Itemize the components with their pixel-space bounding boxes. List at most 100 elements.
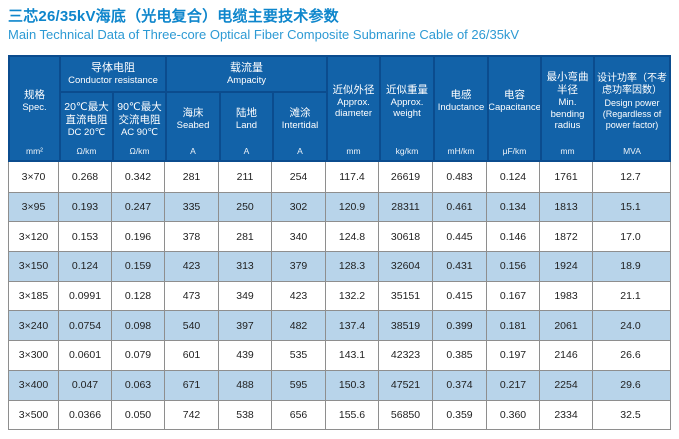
table-cell: 3×150 xyxy=(18,260,49,273)
page-title-en: Main Technical Data of Three-core Optica… xyxy=(8,27,520,42)
table-cell: 0.079 xyxy=(111,341,164,370)
design-power-label-en: Design power (Regardless of power factor… xyxy=(602,97,662,130)
inductance-label: 电感 Inductance xyxy=(437,57,485,146)
col-header-capacitance: 电容 Capacitance μF/km xyxy=(487,57,540,160)
table-cell: 38519 xyxy=(378,311,432,341)
table-cell: 0.385 xyxy=(432,341,486,370)
table-row: 3×300 0.0601 0.079 601 439 535 143.1 42323 0.385… xyxy=(9,340,670,370)
col-header-inductance: 电感 Inductance mH/km xyxy=(433,57,487,160)
dc-resistance-unit: Ω/km xyxy=(76,146,97,156)
table-cell: 1761 xyxy=(539,162,592,192)
table-cell: 281 xyxy=(218,222,271,252)
inductance-label-zh: 电感 xyxy=(450,89,472,102)
table-row: 3×185 0.0991 0.128 473 349 423 132.2 35151 0.415… xyxy=(9,280,670,311)
table-cell: 32604 xyxy=(378,252,432,281)
table-cell: 0.063 xyxy=(111,370,164,400)
seabed-unit: A xyxy=(190,146,196,156)
approx-weight-label-zh: 近似重量 xyxy=(386,83,428,96)
land-unit: A xyxy=(243,146,250,156)
ampacity-label-zh: 载流量 xyxy=(230,61,263,74)
table-cell: 378 xyxy=(164,222,218,252)
table-cell: 0.359 xyxy=(432,400,486,430)
table-cell: 439 xyxy=(218,341,271,370)
table-row: 3×120 0.153 0.196 378 281 340 124.8 30618 0.445 0… xyxy=(9,221,670,252)
table-cell: 3×185 xyxy=(18,290,49,303)
table-row: 3×400 0.047 0.063 671 488 595 150.3 47521 0.374 0… xyxy=(9,369,670,400)
table-cell: 0.247 xyxy=(111,192,164,222)
approx-weight-unit: kg/km xyxy=(395,146,419,156)
min-bending-radius-label-en: Min. bending radius xyxy=(550,97,585,132)
table-row: 3×500 0.0366 0.050 742 538 656 155.6 56850 0.359… xyxy=(9,399,670,430)
table-cell: 254 xyxy=(271,162,325,192)
table-row: 3×150 0.124 0.159 423 313 379 128.3 32604 0.431 0… xyxy=(9,251,670,281)
table-cell: 211 xyxy=(218,162,271,192)
col-header-spec-label: 规格 Spec. xyxy=(21,57,47,146)
table-cell: 0.217 xyxy=(486,370,539,400)
table-cell: 340 xyxy=(271,222,325,252)
col-header-spec: 规格 Spec. mm² xyxy=(10,57,59,160)
table-cell: 56850 xyxy=(378,400,432,430)
table-cell: 0.156 xyxy=(486,252,539,281)
col-header-min-bending-radius: 最小弯曲半径 Min. bending radius mm xyxy=(540,57,593,160)
capacitance-label-zh: 电容 xyxy=(504,89,525,102)
seabed-label-en: Seabed xyxy=(176,120,210,132)
table-cell: 313 xyxy=(218,252,271,281)
table-cell: 601 xyxy=(164,341,218,370)
table-cell: 26.6 xyxy=(592,341,668,370)
table-cell: 3×240 xyxy=(18,319,49,332)
table-cell: 128.3 xyxy=(325,252,378,281)
table-cell: 595 xyxy=(271,370,325,400)
table-cell: 3×120 xyxy=(18,230,49,243)
min-bending-radius-unit: mm xyxy=(560,146,575,156)
table-cell: 0.098 xyxy=(111,311,164,341)
table-cell: 0.360 xyxy=(486,400,539,430)
table-cell: 0.128 xyxy=(111,281,164,311)
table-cell: 47521 xyxy=(378,370,432,400)
table-cell: 0.0991 xyxy=(58,281,111,311)
table-cell: 0.374 xyxy=(432,370,486,400)
table-cell: 379 xyxy=(271,252,325,281)
col-header-approx-weight: 近似重量 Approx. weight kg/km xyxy=(379,57,433,160)
table-cell: 0.268 xyxy=(58,162,111,192)
ac-resistance-label: 90℃最大交流电阻 AC 90℃ xyxy=(114,93,165,146)
table-cell: 742 xyxy=(164,400,218,430)
table-cell: 1872 xyxy=(539,222,592,252)
table-cell: 15.1 xyxy=(592,192,668,222)
table-row: 3×95 0.193 0.247 335 250 302 120.9 28311 0.461 0.… xyxy=(9,191,670,222)
table-cell: 21.1 xyxy=(592,281,668,311)
approx-weight-label-en: Approx. weight xyxy=(390,96,424,120)
intertidal-label: 滩涂 Intertidal xyxy=(281,93,319,146)
table-cell: 1813 xyxy=(539,192,592,222)
ac-resistance-label-zh: 90℃最大交流电阻 xyxy=(117,100,162,126)
table-cell: 155.6 xyxy=(325,400,378,430)
table-cell: 0.050 xyxy=(111,400,164,430)
table-cell: 0.415 xyxy=(432,281,486,311)
table-cell: 0.0366 xyxy=(58,400,111,430)
table-cell: 12.7 xyxy=(592,162,668,192)
design-power-unit: MVA xyxy=(623,146,641,156)
table-cell: 143.1 xyxy=(325,341,378,370)
table-cell: 423 xyxy=(164,252,218,281)
table-cell: 0.0754 xyxy=(58,311,111,341)
table-cell: 0.483 xyxy=(432,162,486,192)
table-cell: 0.134 xyxy=(486,192,539,222)
table-cell: 482 xyxy=(271,311,325,341)
table-cell: 117.4 xyxy=(325,162,378,192)
table-cell: 2061 xyxy=(539,311,592,341)
table-cell: 28311 xyxy=(378,192,432,222)
capacitance-label-en: Capacitance xyxy=(488,102,540,114)
seabed-label-zh: 海床 xyxy=(182,107,204,120)
table-cell: 1983 xyxy=(539,281,592,311)
spec-table: 规格 Spec. mm² 导体电阻 Conductor resistance 载… xyxy=(8,55,671,431)
table-cell: 0.153 xyxy=(58,222,111,252)
table-cell: 17.0 xyxy=(592,222,668,252)
table-cell: 3×95 xyxy=(21,201,46,214)
table-cell: 0.0601 xyxy=(58,341,111,370)
table-cell: 2254 xyxy=(539,370,592,400)
table-cell: 3×300 xyxy=(18,349,49,362)
land-label: 陆地 Land xyxy=(235,93,258,146)
approx-weight-label: 近似重量 Approx. weight xyxy=(381,57,433,146)
table-cell: 335 xyxy=(164,192,218,222)
table-cell: 540 xyxy=(164,311,218,341)
col-header-land: 陆地 Land A xyxy=(219,91,272,160)
